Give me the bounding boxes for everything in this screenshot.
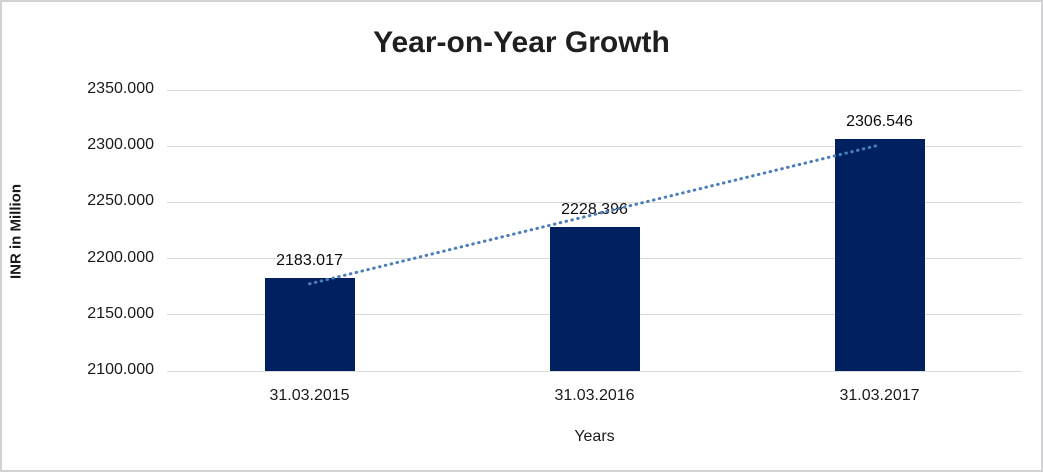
bar-31.03.2015	[264, 277, 355, 371]
bar-data-label: 2306.546	[846, 112, 913, 130]
y-tick-label: 2350.000	[87, 80, 154, 97]
y-tick-label: 2300.000	[87, 136, 154, 154]
x-axis-title: Years	[574, 428, 615, 445]
bar-data-label: 2183.017	[276, 251, 343, 269]
y-tick-label: 2100.000	[87, 361, 154, 378]
x-tick-label: 31.03.2016	[554, 387, 635, 404]
y-tick-label: 2250.000	[87, 192, 154, 210]
y-tick-label: 2150.000	[87, 304, 154, 322]
x-tick-label: 31.03.2015	[269, 387, 350, 404]
y-gridline	[167, 370, 1022, 372]
x-tick-label: 31.03.2017	[839, 387, 920, 404]
y-tick-label: 2200.000	[87, 248, 154, 266]
y-gridline	[167, 89, 1022, 91]
bar-data-label: 2228.396	[561, 200, 628, 218]
chart-title: Year-on-Year Growth	[373, 26, 670, 59]
bar-31.03.2017	[834, 138, 925, 371]
bar-31.03.2016	[549, 226, 640, 371]
